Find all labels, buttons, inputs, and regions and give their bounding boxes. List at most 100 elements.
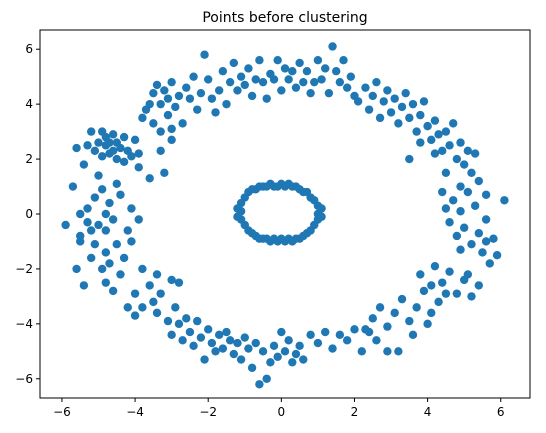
data-point bbox=[167, 77, 176, 87]
y-tick-label: −2 bbox=[15, 262, 33, 276]
data-point bbox=[156, 127, 165, 136]
data-point bbox=[101, 226, 111, 235]
data-point bbox=[328, 344, 337, 353]
data-point bbox=[196, 88, 206, 98]
data-point bbox=[68, 182, 78, 191]
data-point bbox=[280, 347, 290, 356]
data-point bbox=[233, 204, 242, 213]
data-point bbox=[61, 220, 70, 230]
data-point bbox=[342, 336, 352, 345]
data-point bbox=[163, 110, 173, 120]
data-point bbox=[441, 168, 451, 178]
data-point bbox=[97, 264, 107, 274]
data-point bbox=[368, 314, 377, 323]
data-point bbox=[178, 336, 187, 345]
data-point bbox=[449, 119, 458, 128]
data-point bbox=[416, 270, 425, 279]
data-point bbox=[372, 336, 381, 345]
data-point bbox=[438, 278, 447, 287]
data-point bbox=[262, 374, 271, 383]
data-point bbox=[112, 154, 121, 164]
data-point bbox=[214, 330, 224, 340]
x-tick-label: 2 bbox=[351, 405, 359, 419]
data-point bbox=[288, 358, 297, 367]
data-point bbox=[167, 124, 176, 134]
data-point bbox=[379, 97, 388, 106]
data-point bbox=[295, 341, 304, 351]
data-point bbox=[171, 102, 180, 112]
data-point bbox=[269, 75, 279, 84]
data-point bbox=[416, 138, 425, 147]
y-tick-label: 6 bbox=[25, 42, 33, 56]
data-point bbox=[386, 108, 396, 117]
data-point bbox=[182, 83, 191, 92]
data-point bbox=[112, 240, 121, 249]
data-point bbox=[138, 264, 147, 274]
data-point bbox=[423, 319, 432, 329]
data-point bbox=[258, 77, 268, 87]
data-point bbox=[405, 154, 414, 164]
y-tick-label: −6 bbox=[15, 372, 33, 386]
data-point bbox=[167, 135, 176, 145]
data-point bbox=[383, 347, 392, 356]
data-point bbox=[441, 127, 451, 136]
data-point bbox=[101, 248, 111, 257]
data-point bbox=[419, 97, 429, 106]
data-point bbox=[116, 143, 125, 153]
data-point bbox=[138, 113, 147, 123]
data-point bbox=[328, 42, 337, 51]
data-point bbox=[160, 168, 169, 178]
data-point bbox=[116, 190, 125, 199]
data-point bbox=[364, 105, 374, 114]
data-point bbox=[441, 204, 451, 213]
data-point bbox=[225, 77, 235, 87]
data-point bbox=[397, 102, 407, 112]
data-point bbox=[299, 355, 308, 364]
data-point bbox=[218, 66, 228, 76]
data-point bbox=[317, 212, 326, 221]
data-point bbox=[427, 281, 436, 290]
data-point bbox=[375, 113, 385, 123]
data-point bbox=[331, 66, 341, 76]
data-point bbox=[375, 303, 385, 312]
data-point bbox=[138, 303, 147, 312]
axis-ticks: −6 −4 −2 0 2 4 6 −6 −4 −2 0 2 4 6 bbox=[15, 42, 504, 419]
data-point bbox=[463, 187, 473, 197]
data-point bbox=[83, 204, 92, 213]
data-point bbox=[258, 347, 268, 356]
data-point bbox=[412, 303, 421, 312]
data-point bbox=[427, 135, 436, 145]
data-point bbox=[90, 146, 100, 156]
data-point bbox=[321, 64, 330, 73]
data-point bbox=[449, 196, 458, 205]
data-point bbox=[430, 149, 440, 158]
plot-area-frame bbox=[39, 29, 531, 399]
data-point bbox=[193, 316, 202, 326]
data-point bbox=[200, 50, 209, 59]
data-point bbox=[277, 327, 286, 337]
data-point bbox=[76, 237, 85, 246]
data-point bbox=[72, 143, 81, 153]
data-point bbox=[127, 152, 136, 161]
x-tick-label: −2 bbox=[199, 405, 217, 419]
data-point bbox=[452, 154, 462, 164]
data-point bbox=[152, 270, 162, 279]
data-point bbox=[222, 99, 231, 109]
data-point bbox=[207, 338, 217, 348]
data-point bbox=[233, 338, 242, 348]
data-point bbox=[83, 218, 92, 227]
data-point bbox=[240, 80, 249, 90]
data-point bbox=[299, 77, 308, 87]
data-point bbox=[233, 212, 242, 221]
data-point bbox=[160, 86, 169, 95]
data-point bbox=[247, 363, 257, 372]
y-tick-label: −4 bbox=[15, 317, 33, 331]
data-point bbox=[306, 88, 315, 98]
data-point bbox=[372, 77, 381, 87]
data-point bbox=[310, 77, 319, 87]
data-point bbox=[313, 338, 323, 348]
data-point bbox=[266, 358, 275, 367]
data-point bbox=[167, 330, 176, 340]
data-point bbox=[200, 355, 209, 364]
